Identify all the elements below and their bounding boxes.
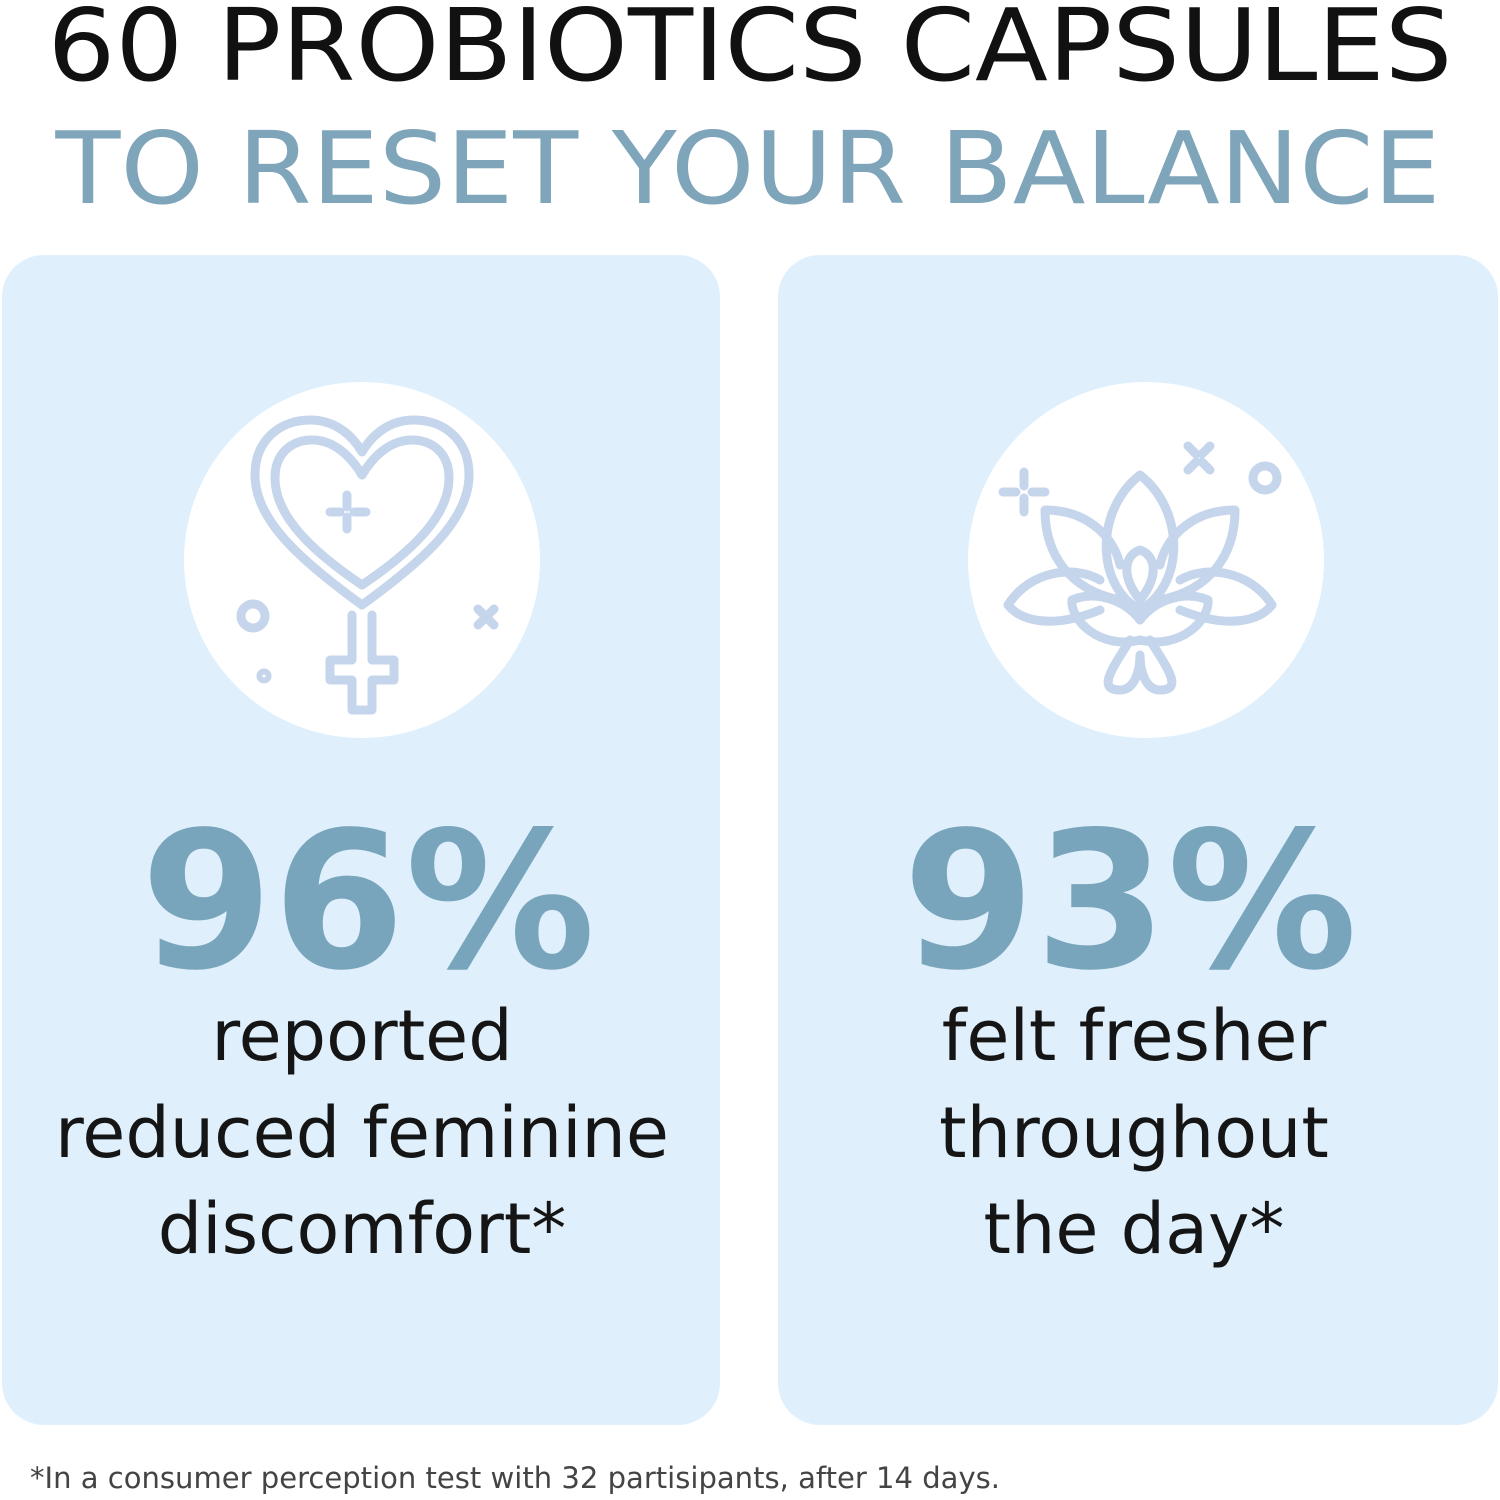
- description: the day*: [984, 1188, 1285, 1270]
- icon-circle: [184, 382, 540, 738]
- description: reduced feminine: [55, 1092, 669, 1174]
- stat: 93%: [903, 791, 1358, 1012]
- subtitle: TO RESET YOUR BALANCE: [54, 110, 1440, 227]
- card: [2, 255, 720, 1425]
- lotus-icon: [998, 441, 1282, 695]
- icon-circle: [968, 382, 1324, 738]
- description: reported: [211, 995, 512, 1077]
- female-heart-icon: [236, 415, 499, 715]
- footnote: *In a consumer perception test with 32 p…: [30, 1461, 1000, 1495]
- title: 60 PROBIOTICS CAPSULES: [48, 0, 1453, 104]
- description: throughout: [939, 1092, 1329, 1174]
- description: discomfort*: [158, 1188, 567, 1270]
- stat: 96%: [141, 791, 596, 1012]
- description: felt fresher: [942, 995, 1327, 1077]
